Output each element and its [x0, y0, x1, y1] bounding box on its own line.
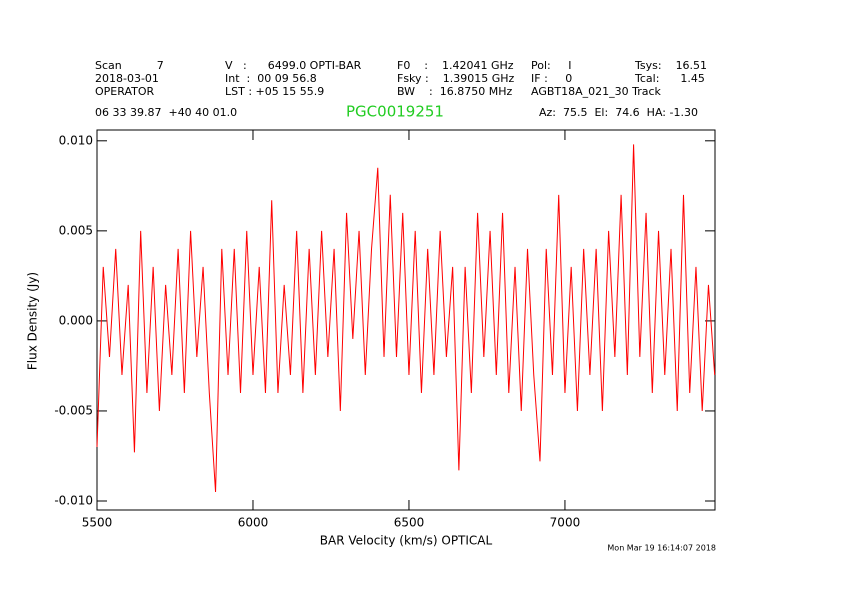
x-tick-label: 7000: [550, 516, 581, 530]
y-tick-label: 0.005: [59, 223, 93, 237]
x-tick-label: 6000: [238, 516, 269, 530]
x-tick-label: 6500: [394, 516, 425, 530]
y-tick-label: 0.010: [59, 133, 93, 147]
header-field: Fsky : 1.39015 GHz: [397, 72, 515, 85]
plot-frame: [96, 129, 716, 511]
y-tick-label: 0.000: [59, 313, 93, 327]
header-field: BW : 16.8750 MHz: [397, 85, 512, 98]
y-tick-label: -0.010: [54, 493, 93, 507]
y-axis-label: Flux Density (Jy): [26, 272, 40, 370]
pointing: Az: 75.5 El: 74.6 HA: -1.30: [539, 106, 698, 119]
header-field: Tsys: 16.51: [634, 59, 707, 72]
header-field: Pol: I: [531, 59, 571, 72]
x-axis-label: BAR Velocity (km/s) OPTICAL: [320, 534, 493, 548]
header-field: IF : 0: [531, 72, 572, 85]
x-tick-label: 5500: [82, 516, 113, 530]
coords: 06 33 39.87 +40 40 01.0: [95, 106, 237, 119]
spectrum-line: [96, 144, 716, 493]
y-tick-label: -0.005: [54, 403, 93, 417]
header-field: AGBT18A_021_30 Track: [531, 85, 662, 98]
header-field: Int : 00 09 56.8: [225, 72, 317, 85]
chart-title: PGC0019251: [346, 103, 444, 121]
header-field: V : 6499.0 OPTI-BAR: [225, 59, 362, 72]
header-field: Scan 7: [95, 59, 164, 72]
header-field: Tcal: 1.45: [634, 72, 705, 85]
header-field: F0 : 1.42041 GHz: [397, 59, 514, 72]
header-field: 2018-03-01: [95, 72, 159, 85]
timestamp: Mon Mar 19 16:14:07 2018: [607, 544, 716, 553]
header-field: OPERATOR: [95, 85, 154, 98]
header-field: LST : +05 15 55.9: [225, 85, 324, 98]
